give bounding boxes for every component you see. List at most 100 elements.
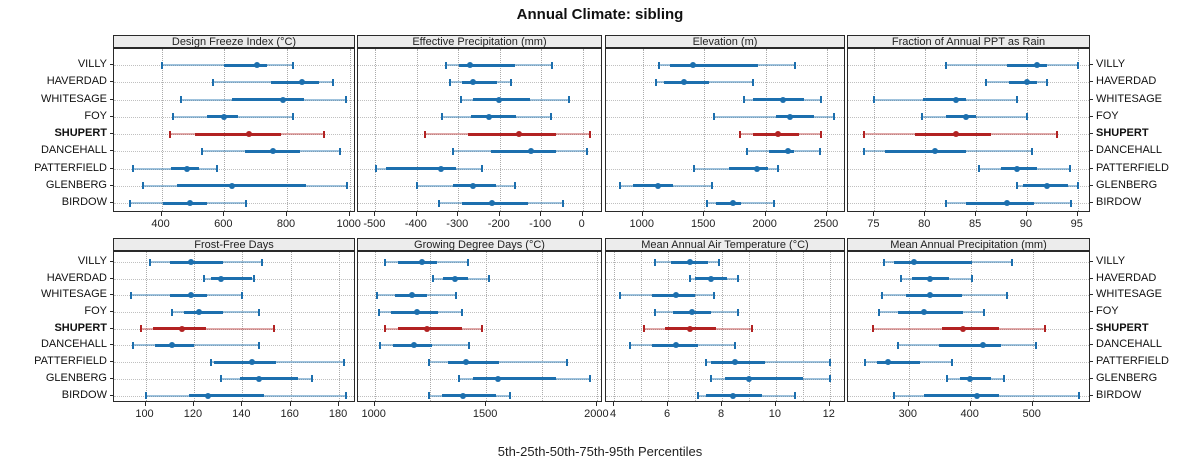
site-label-right: BIRDOW — [1096, 196, 1142, 208]
axis-tick — [828, 402, 830, 406]
row-tick-left — [110, 98, 113, 100]
row-guideline — [114, 328, 354, 330]
whisker-cap — [160, 61, 163, 69]
whisker-cap — [451, 147, 454, 155]
gridline — [970, 252, 972, 401]
site-label-right: HAVERDAD — [1096, 271, 1157, 284]
whisker-cap — [692, 165, 695, 172]
p25-p75-band — [491, 149, 556, 153]
whisker-cap — [375, 291, 378, 299]
whisker-cap — [978, 165, 981, 172]
gridline — [541, 252, 543, 401]
axis-tick — [703, 212, 705, 216]
whisker-cap — [971, 275, 973, 283]
axis-tick-label: 2500 — [813, 218, 839, 230]
site-label-right: VILLY — [1096, 58, 1126, 70]
median-dot — [1003, 200, 1010, 206]
whisker-cap — [944, 61, 947, 69]
axis-tick-label: 1500 — [690, 218, 716, 230]
axis-tick-label: -300 — [446, 218, 469, 230]
median-dot — [256, 375, 263, 382]
median-dot — [516, 131, 523, 137]
whisker-cap — [712, 291, 715, 299]
median-dot — [932, 148, 939, 155]
panel-plot — [357, 251, 602, 402]
whisker-cap — [342, 358, 345, 366]
row-guideline — [848, 278, 1089, 280]
whisker-cap — [345, 96, 347, 103]
row-guideline — [606, 295, 844, 297]
whisker-cap — [743, 96, 746, 103]
row-tick-left — [110, 361, 113, 363]
whisker-cap — [863, 130, 866, 138]
row-tick-right — [1090, 277, 1093, 279]
whisker-cap — [776, 165, 779, 172]
median-dot — [178, 325, 185, 332]
axis-tick-label: 80 — [918, 218, 931, 230]
p25-p75-band — [177, 184, 306, 188]
panel-plot — [605, 48, 845, 212]
row-guideline — [848, 168, 1089, 170]
whisker-cap — [706, 199, 708, 207]
site-label-left: SHUPERT — [54, 127, 107, 139]
median-dot — [408, 292, 415, 299]
axis-tick-label: 1000 — [336, 218, 361, 230]
row-tick-left — [110, 294, 113, 296]
row-guideline — [606, 328, 844, 330]
row-guideline — [606, 116, 844, 118]
row-guideline — [114, 151, 354, 153]
p25-p75-band — [270, 80, 320, 84]
whisker-cap — [212, 78, 215, 86]
axis-tick-label: 400 — [151, 218, 170, 230]
median-dot — [229, 182, 236, 189]
site-label-left: SHUPERT — [54, 321, 107, 334]
axis-tick — [485, 402, 487, 406]
whisker-cap — [428, 358, 431, 366]
whisker-cap — [945, 375, 948, 383]
whisker-cap — [712, 113, 715, 121]
row-guideline — [358, 151, 601, 153]
median-dot — [183, 165, 190, 172]
row-tick-right — [1090, 311, 1093, 313]
median-dot — [424, 325, 430, 332]
row-tick-left — [110, 277, 113, 279]
whisker-cap — [179, 96, 182, 103]
whisker-cap — [438, 199, 441, 207]
whisker-cap — [618, 291, 621, 299]
whisker-cap — [710, 375, 713, 383]
row-tick-right — [1090, 115, 1093, 117]
axis-tick — [374, 212, 376, 216]
gridline — [375, 49, 377, 211]
site-label-left: VILLY — [77, 58, 107, 70]
whisker-cap — [892, 392, 895, 399]
row-tick-left — [110, 150, 113, 152]
row-guideline — [606, 99, 844, 101]
median-dot — [269, 148, 276, 155]
whisker-cap — [1068, 165, 1071, 172]
gridline — [161, 49, 163, 211]
whisker-cap — [589, 130, 592, 138]
whisker-cap — [171, 113, 174, 121]
whisker-cap — [819, 147, 822, 155]
row-guideline — [848, 82, 1089, 84]
row-tick-right — [1090, 184, 1093, 186]
gridline — [668, 252, 669, 401]
gridline — [765, 49, 767, 211]
row-guideline — [358, 312, 601, 314]
whisker-cap — [819, 130, 822, 138]
row-guideline — [606, 312, 844, 314]
p25-p75-band — [462, 80, 498, 84]
row-guideline — [114, 295, 354, 297]
whisker-cap — [510, 78, 513, 86]
median-dot — [463, 359, 469, 366]
whisker-cap — [1076, 61, 1079, 69]
site-label-right: DANCEHALL — [1096, 338, 1163, 351]
site-label-left: BIRDOW — [61, 196, 107, 208]
p25-p75-band — [716, 201, 741, 205]
site-label-right: FOY — [1096, 305, 1119, 318]
row-tick-left — [110, 327, 113, 329]
p25-p75-band — [942, 327, 999, 331]
whisker-cap — [272, 325, 275, 333]
median-dot — [1023, 79, 1030, 86]
axis-tick-label: 2000 — [584, 408, 609, 420]
